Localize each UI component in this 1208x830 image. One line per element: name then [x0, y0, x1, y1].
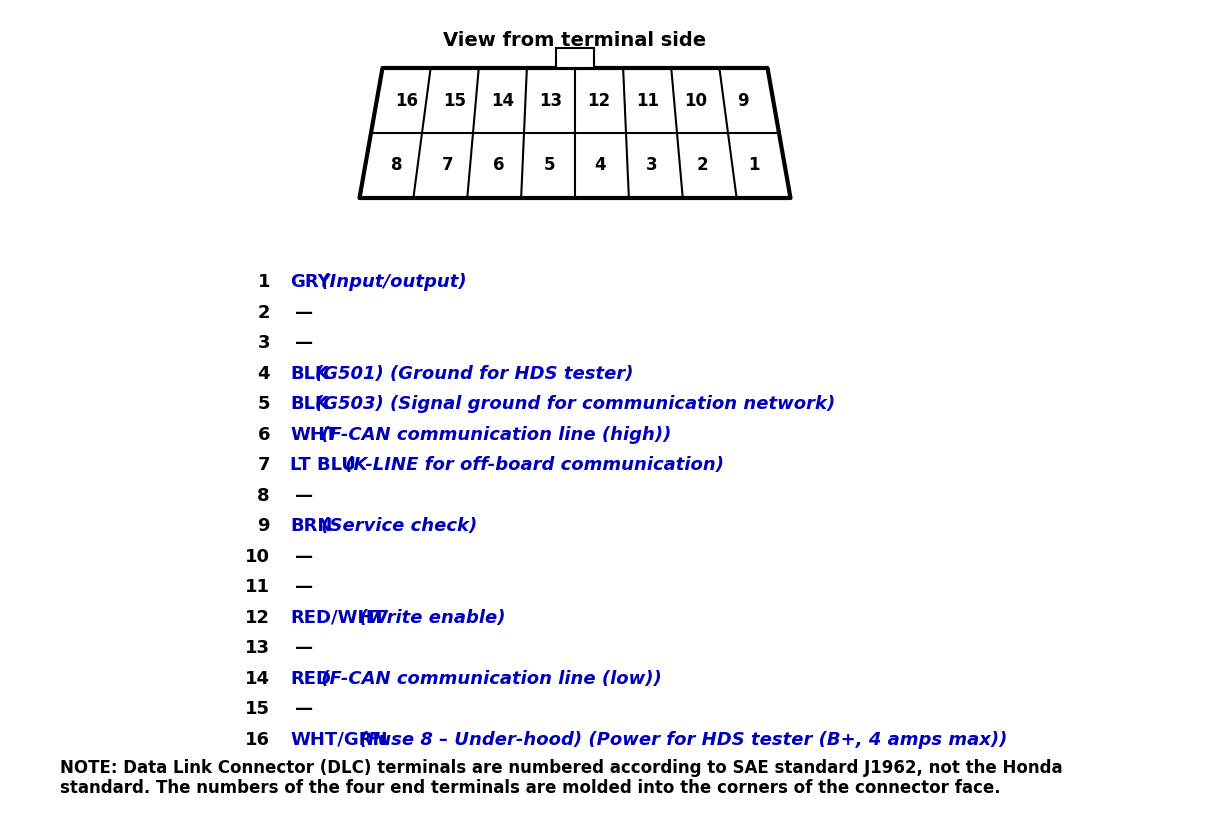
Text: NOTE: Data Link Connector (DLC) terminals are numbered according to SAE standard: NOTE: Data Link Connector (DLC) terminal…	[60, 759, 1063, 798]
Text: GRY: GRY	[290, 273, 331, 291]
Text: 2: 2	[257, 304, 271, 321]
Text: (F-CAN communication line (high)): (F-CAN communication line (high))	[314, 426, 670, 443]
Text: 3: 3	[646, 157, 657, 174]
Text: RED: RED	[290, 670, 331, 687]
Text: (Input/output): (Input/output)	[314, 273, 466, 291]
Text: 3: 3	[257, 334, 271, 352]
Text: 6: 6	[493, 157, 504, 174]
Text: BLK: BLK	[290, 364, 329, 383]
Text: 2: 2	[697, 157, 708, 174]
Text: (Write enable): (Write enable)	[348, 608, 506, 627]
Text: WHT/GRN: WHT/GRN	[290, 730, 388, 749]
Text: RED/WHT: RED/WHT	[290, 608, 385, 627]
Text: 15: 15	[245, 700, 271, 718]
Text: 13: 13	[245, 639, 271, 657]
Text: BLK: BLK	[290, 395, 329, 413]
Text: 6: 6	[257, 426, 271, 443]
Text: 16: 16	[245, 730, 271, 749]
Text: BRN: BRN	[290, 517, 332, 535]
Text: (Service check): (Service check)	[314, 517, 477, 535]
Text: —: —	[295, 639, 313, 657]
Text: 9: 9	[738, 91, 749, 110]
Text: 9: 9	[257, 517, 271, 535]
Text: —: —	[295, 700, 313, 718]
Text: 10: 10	[245, 548, 271, 565]
Text: (K-LINE for off-board communication): (K-LINE for off-board communication)	[339, 456, 725, 474]
Text: 8: 8	[390, 157, 402, 174]
Text: —: —	[295, 548, 313, 565]
Text: 10: 10	[684, 91, 707, 110]
Text: 16: 16	[395, 91, 418, 110]
Text: WHT: WHT	[290, 426, 337, 443]
Text: 5: 5	[257, 395, 271, 413]
Bar	[556, 48, 594, 68]
Text: —: —	[295, 334, 313, 352]
Text: 7: 7	[442, 157, 453, 174]
Text: 1: 1	[748, 157, 760, 174]
Text: (G503) (Signal ground for communication network): (G503) (Signal ground for communication …	[314, 395, 835, 413]
Text: View from terminal side: View from terminal side	[443, 31, 707, 50]
Text: 15: 15	[443, 91, 466, 110]
Text: —: —	[295, 578, 313, 596]
Text: 4: 4	[594, 157, 606, 174]
Text: 11: 11	[245, 578, 271, 596]
Text: LT BLU: LT BLU	[290, 456, 356, 474]
Text: (Fuse 8 – Under-hood) (Power for HDS tester (B+, 4 amps max)): (Fuse 8 – Under-hood) (Power for HDS tes…	[348, 730, 1007, 749]
Polygon shape	[360, 68, 790, 198]
Text: 7: 7	[257, 456, 271, 474]
Text: 14: 14	[245, 670, 271, 687]
Text: 12: 12	[587, 91, 610, 110]
Text: 8: 8	[257, 486, 271, 505]
Text: 14: 14	[492, 91, 515, 110]
Text: 4: 4	[257, 364, 271, 383]
Text: 5: 5	[544, 157, 556, 174]
Text: —: —	[295, 486, 313, 505]
Text: (F-CAN communication line (low)): (F-CAN communication line (low))	[314, 670, 661, 687]
Text: 1: 1	[257, 273, 271, 291]
Text: —: —	[295, 304, 313, 321]
Text: (G501) (Ground for HDS tester): (G501) (Ground for HDS tester)	[314, 364, 633, 383]
Text: 12: 12	[245, 608, 271, 627]
Text: 13: 13	[540, 91, 563, 110]
Text: 11: 11	[635, 91, 658, 110]
